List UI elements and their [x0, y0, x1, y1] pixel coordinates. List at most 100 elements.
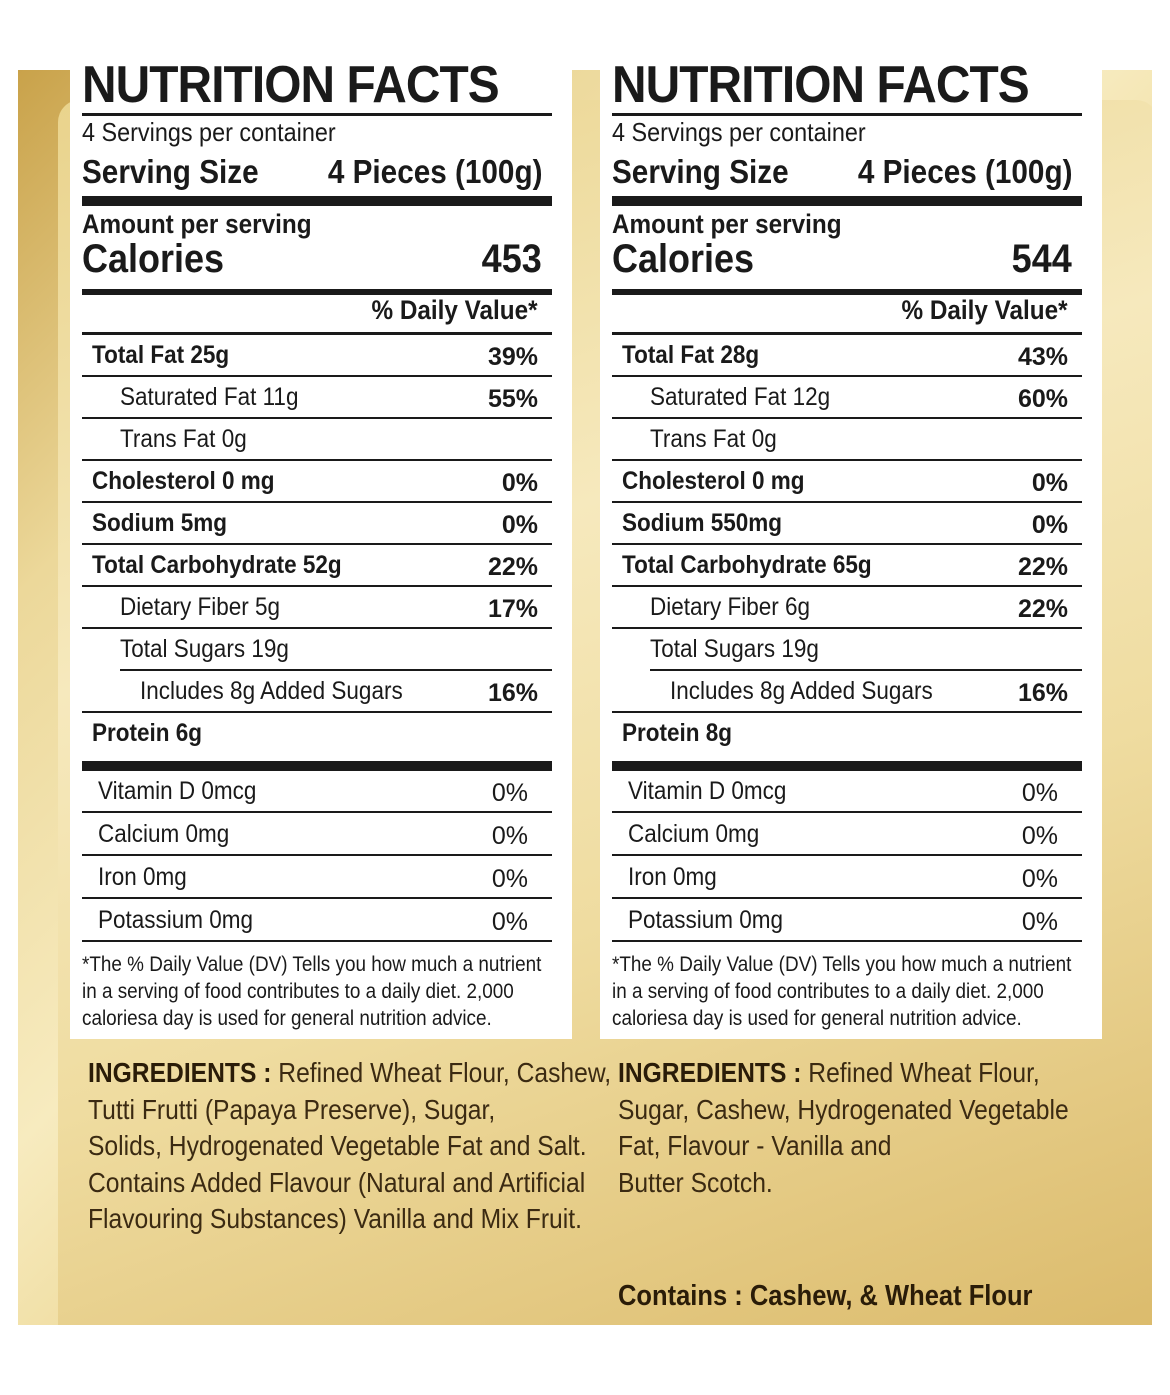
footnote-line: in a serving of food contributes to a da…: [612, 980, 1044, 1003]
row-divider: [82, 585, 552, 587]
nutrient-row: Total Carbohydrate 65g 22%: [612, 545, 1082, 587]
vitamin-pct: 0%: [1021, 908, 1058, 936]
ingredients-left: INGREDIENTS : Refined Wheat Flour, Cashe…: [88, 1055, 611, 1238]
ingredients-line: Refined Wheat Flour, Cashew,: [271, 1057, 612, 1088]
calories-label: Calories: [612, 237, 755, 281]
ingredients-right: INGREDIENTS : Refined Wheat Flour, Sugar…: [618, 1055, 1069, 1201]
nutrient-pct: 39%: [487, 343, 538, 371]
vitamin-name: Potassium 0mg: [98, 906, 254, 934]
nutrient-pct: 0%: [501, 511, 538, 539]
vitamin-row: Calcium 0mg 0%: [82, 814, 552, 856]
nutrient-row: Sodium 550mg 0%: [612, 503, 1082, 545]
vitamin-row: Potassium 0mg 0%: [82, 900, 552, 942]
row-divider: [612, 854, 1082, 856]
nutrient-pct: 22%: [1017, 595, 1068, 623]
vitamin-row: Vitamin D 0mcg 0%: [82, 771, 552, 813]
vitamin-pct: 0%: [491, 822, 528, 850]
row-divider: [612, 501, 1082, 503]
vitamin-row: Iron 0mg 0%: [82, 857, 552, 899]
nutrient-row: Dietary Fiber 5g 17%: [82, 587, 552, 629]
daily-value-header: % Daily Value*: [371, 295, 538, 325]
nutrient-name: Sodium 550mg: [622, 509, 783, 537]
row-divider: [612, 543, 1082, 545]
ingredients-heading: INGREDIENTS :: [88, 1057, 272, 1088]
nutrition-label-right: NUTRITION FACTS 4 Servings per container…: [600, 47, 1102, 1039]
vitamin-pct: 0%: [1021, 865, 1058, 893]
row-divider: [120, 669, 552, 671]
vitamin-name: Calcium 0mg: [98, 820, 230, 848]
daily-value-footnote: *The % Daily Value (DV) Tells you how mu…: [82, 951, 541, 1032]
nutrient-name: Cholesterol 0 mg: [622, 467, 805, 495]
ingredients-line: Fat, Flavour - Vanilla and: [618, 1130, 892, 1161]
nutrient-row: Includes 8g Added Sugars 16%: [612, 671, 1082, 713]
vitamin-row: Vitamin D 0mcg 0%: [612, 771, 1082, 813]
row-divider: [82, 417, 552, 419]
row-divider: [612, 375, 1082, 377]
vitamin-pct: 0%: [1021, 822, 1058, 850]
vitamin-name: Calcium 0mg: [628, 820, 760, 848]
nutrient-pct: 16%: [1017, 679, 1068, 707]
nutrient-name: Dietary Fiber 6g: [650, 593, 811, 621]
row-divider: [82, 940, 552, 942]
ingredients-line: Butter Scotch.: [618, 1166, 773, 1198]
divider: [612, 113, 1082, 116]
row-divider: [82, 501, 552, 503]
thick-divider: [82, 761, 552, 771]
nutrient-pct: 0%: [1031, 511, 1068, 539]
ingredients-line: Refined Wheat Flour,: [801, 1057, 1040, 1088]
nutrient-row: Saturated Fat 11g 55%: [82, 377, 552, 419]
nutrient-row: Protein 8g: [612, 713, 1082, 755]
nutrient-name: Trans Fat 0g: [120, 425, 247, 453]
footnote-line: in a serving of food contributes to a da…: [82, 980, 514, 1003]
row-divider: [82, 375, 552, 377]
vitamin-name: Iron 0mg: [628, 863, 717, 891]
row-divider: [612, 585, 1082, 587]
footnote-line: *The % Daily Value (DV) Tells you how mu…: [612, 953, 1072, 976]
serving-size-label: Serving Size: [82, 153, 259, 190]
nutrient-name: Total Sugars 19g: [650, 635, 819, 663]
label-title: NUTRITION FACTS: [612, 56, 1030, 114]
vitamin-name: Vitamin D 0mcg: [628, 777, 787, 805]
nutrient-name: Cholesterol 0 mg: [92, 467, 275, 495]
label-title: NUTRITION FACTS: [82, 56, 500, 114]
nutrient-pct: 22%: [1017, 553, 1068, 581]
vitamin-name: Potassium 0mg: [628, 906, 784, 934]
vitamin-row: Calcium 0mg 0%: [612, 814, 1082, 856]
ingredients-heading: INGREDIENTS :: [618, 1057, 802, 1088]
footnote-line: caloriesa day is used for general nutrit…: [82, 1007, 492, 1030]
nutrient-row: Saturated Fat 12g 60%: [612, 377, 1082, 419]
thick-divider: [82, 196, 552, 206]
nutrient-name: Total Carbohydrate 52g: [92, 551, 342, 579]
calories-value: 453: [481, 237, 542, 281]
row-divider: [650, 669, 1082, 671]
row-divider: [82, 854, 552, 856]
nutrient-pct: 22%: [487, 553, 538, 581]
allergen-contains: Contains : Cashew, & Wheat Flour: [618, 1280, 1033, 1312]
vitamin-pct: 0%: [491, 865, 528, 893]
nutrient-name: Dietary Fiber 5g: [120, 593, 281, 621]
nutrient-name: Trans Fat 0g: [650, 425, 777, 453]
nutrient-pct: 16%: [487, 679, 538, 707]
nutrient-name: Total Fat 28g: [622, 341, 760, 369]
medium-divider: [612, 289, 1082, 295]
row-divider: [612, 940, 1082, 942]
nutrient-row: Sodium 5mg 0%: [82, 503, 552, 545]
ingredients-line: Contains Added Flavour (Natural and Arti…: [88, 1166, 586, 1198]
ingredients-line: Solids, Hydrogenated Vegetable Fat and S…: [88, 1130, 587, 1161]
row-divider: [612, 459, 1082, 461]
ingredients-line: Tutti Frutti (Papaya Preserve), Sugar,: [88, 1093, 496, 1125]
servings-per-container: 4 Servings per container: [82, 117, 336, 147]
nutrient-name: Sodium 5mg: [92, 509, 228, 537]
calories-value: 544: [1011, 237, 1072, 281]
nutrient-row: Trans Fat 0g: [82, 419, 552, 461]
row-divider: [82, 543, 552, 545]
vitamin-row: Iron 0mg 0%: [612, 857, 1082, 899]
nutrient-name: Total Sugars 19g: [120, 635, 289, 663]
row-divider: [82, 627, 552, 629]
nutrient-row: Protein 6g: [82, 713, 552, 755]
vitamin-name: Vitamin D 0mcg: [98, 777, 257, 805]
daily-value-footnote: *The % Daily Value (DV) Tells you how mu…: [612, 951, 1072, 1032]
serving-size-value: 4 Pieces (100g): [327, 153, 542, 190]
nutrient-name: Includes 8g Added Sugars: [140, 677, 403, 705]
vitamin-pct: 0%: [1021, 779, 1058, 807]
